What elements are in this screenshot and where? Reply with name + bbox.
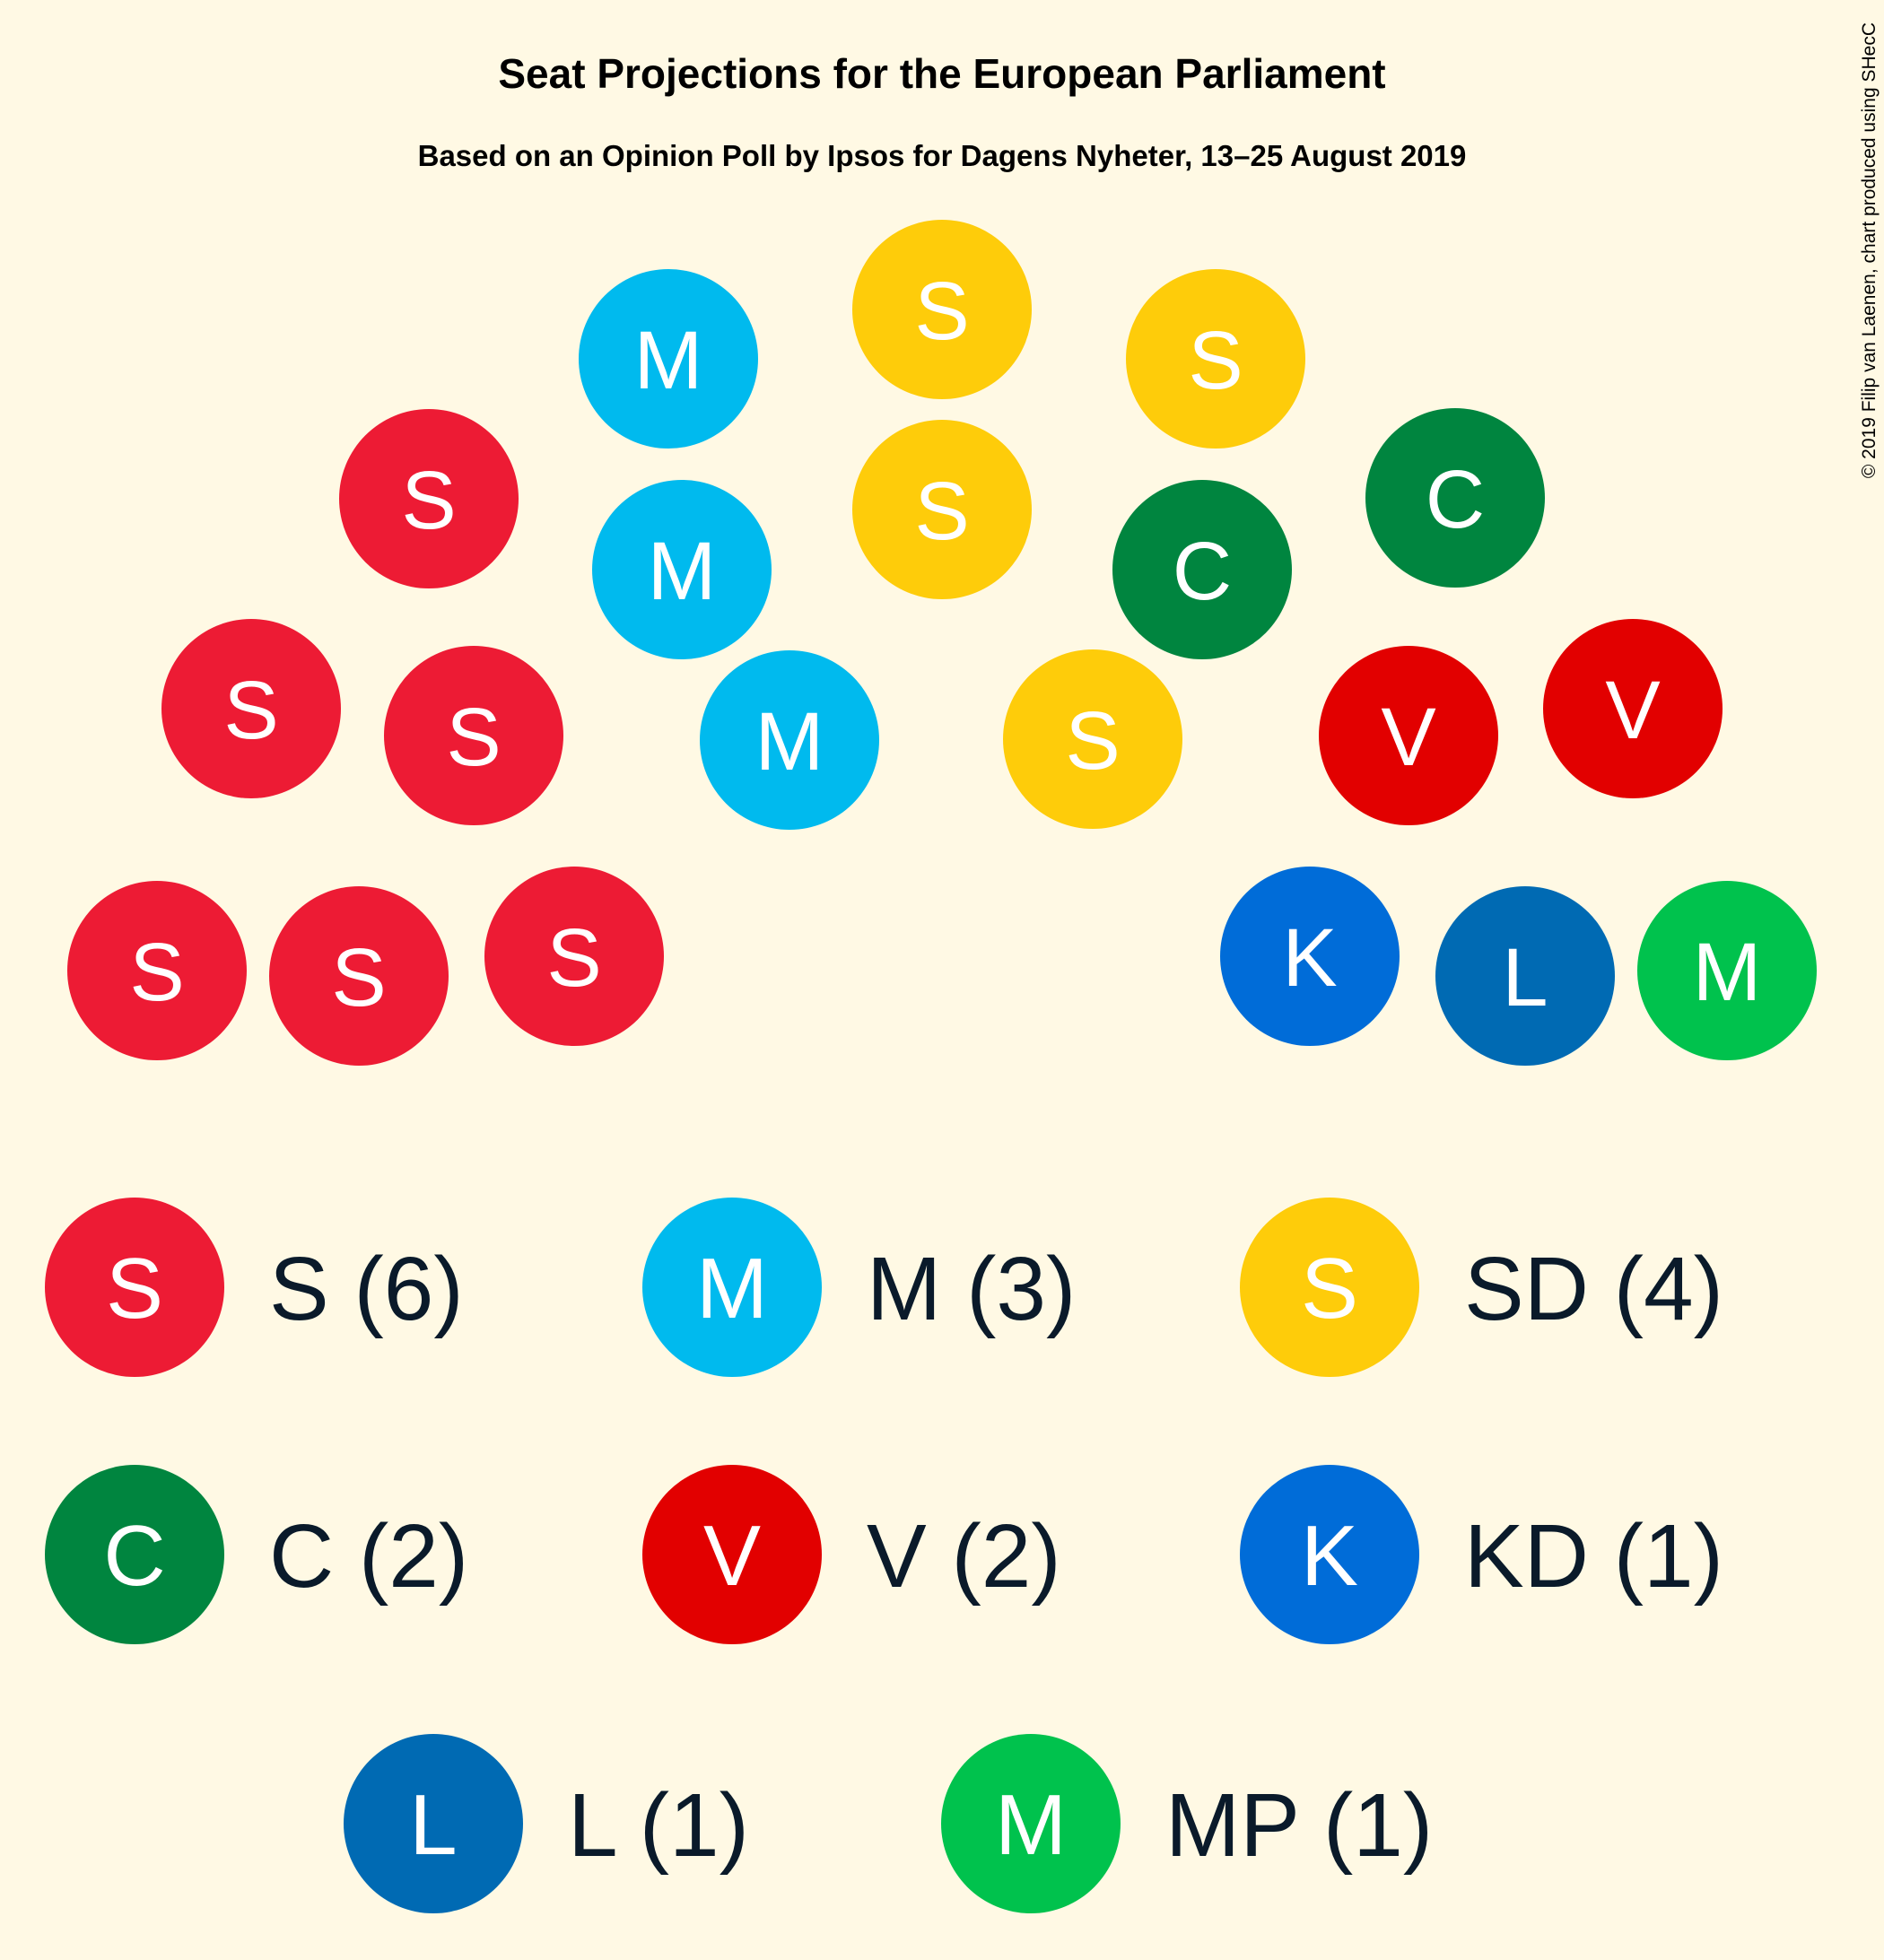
legend-item-sd: S SD (4) (1240, 1198, 1723, 1377)
seat-s: S (384, 646, 563, 825)
seat-circle (1112, 480, 1292, 659)
seat-m: M (592, 480, 772, 659)
legend-swatch (45, 1198, 224, 1377)
legend-label: L (1) (568, 1775, 749, 1876)
seat-symbol: S (546, 912, 601, 1004)
legend-symbol: S (106, 1241, 163, 1337)
legend-symbol: L (409, 1777, 457, 1873)
seat-circle (384, 646, 563, 825)
seat-sd: S (852, 220, 1032, 399)
legend-label: M (3) (867, 1239, 1076, 1339)
seat-m: M (579, 269, 758, 449)
seat-mp: M (1637, 881, 1817, 1060)
legend-swatch (45, 1465, 224, 1644)
seat-symbol: V (1605, 665, 1660, 756)
seat-circle (1003, 649, 1182, 829)
legend-symbol: S (1301, 1241, 1358, 1337)
legend-label: S (6) (269, 1239, 464, 1339)
seat-sd: S (852, 420, 1032, 599)
legend-swatch (941, 1734, 1121, 1913)
seat-symbol: C (1426, 454, 1485, 545)
legend-label: KD (1) (1464, 1506, 1723, 1607)
seat-circle (1126, 269, 1305, 449)
legend-item-m: M M (3) (642, 1198, 1076, 1377)
seat-circle (852, 220, 1032, 399)
seat-symbol: M (755, 696, 824, 788)
seat-circle (1543, 619, 1723, 798)
legend-label: MP (1) (1165, 1775, 1433, 1876)
seat-circle (67, 881, 247, 1060)
seat-symbol: M (648, 526, 717, 617)
seat-symbol: C (1173, 526, 1232, 617)
seat-s: S (269, 886, 449, 1066)
legend-item-kd: K KD (1) (1240, 1465, 1723, 1644)
seat-symbol: M (634, 315, 703, 406)
seat-s: S (67, 881, 247, 1060)
legend-item-l: L L (1) (344, 1734, 749, 1913)
seat-symbol: K (1282, 912, 1337, 1004)
seat-circle (1319, 646, 1498, 825)
seat-symbol: S (914, 266, 969, 357)
legend-item-mp: M MP (1) (941, 1734, 1433, 1913)
seat-kd: K (1220, 867, 1400, 1046)
legend-swatch (642, 1465, 822, 1644)
legend-swatch (1240, 1198, 1419, 1377)
seat-l: L (1435, 886, 1615, 1066)
seat-c: C (1112, 480, 1292, 659)
seat-circle (339, 409, 519, 588)
seat-circle (1365, 408, 1545, 588)
seat-sd: S (1003, 649, 1182, 829)
seat-sd: S (1126, 269, 1305, 449)
seat-circle (1435, 886, 1615, 1066)
legend-swatch (1240, 1465, 1419, 1644)
legend-item-s: S S (6) (45, 1198, 464, 1377)
legend-label: V (2) (867, 1506, 1061, 1607)
seat-m: M (700, 650, 879, 830)
chart-title: Seat Projections for the European Parlia… (498, 50, 1385, 97)
legend-symbol: K (1301, 1508, 1358, 1604)
seat-symbol: S (331, 932, 386, 1024)
seat-s: S (161, 619, 341, 798)
seat-circle (700, 650, 879, 830)
seat-s: S (339, 409, 519, 588)
seat-symbol: V (1381, 692, 1435, 783)
seat-circle (1637, 881, 1817, 1060)
seat-symbol: L (1502, 932, 1548, 1024)
seat-symbol: M (1693, 927, 1762, 1018)
seat-symbol: S (401, 455, 456, 546)
seat-symbol: S (446, 692, 501, 783)
legend-swatch (344, 1734, 523, 1913)
seat-v: V (1319, 646, 1498, 825)
seat-symbol: S (223, 665, 278, 756)
seat-circle (1220, 867, 1400, 1046)
seat-s: S (484, 867, 664, 1046)
chart-subtitle: Based on an Opinion Poll by Ipsos for Da… (418, 139, 1467, 172)
seat-circle (592, 480, 772, 659)
legend-swatch (642, 1198, 822, 1377)
legend-label: SD (4) (1464, 1239, 1723, 1339)
seat-c: C (1365, 408, 1545, 588)
legend-symbol: V (703, 1508, 761, 1604)
seat-circle (269, 886, 449, 1066)
seat-circle (852, 420, 1032, 599)
seat-circle (161, 619, 341, 798)
seat-symbol: S (1065, 695, 1120, 787)
seat-circle (484, 867, 664, 1046)
seat-v: V (1543, 619, 1723, 798)
seat-symbol: S (1188, 315, 1243, 406)
seat-circle (579, 269, 758, 449)
legend-symbol: M (696, 1241, 768, 1337)
copyright-note: © 2019 Filip van Laenen, chart produced … (1859, 22, 1880, 478)
seat-symbol: S (129, 927, 184, 1018)
legend-symbol: C (103, 1508, 165, 1604)
legend-item-v: V V (2) (642, 1465, 1061, 1644)
legend-symbol: M (995, 1777, 1067, 1873)
seat-symbol: S (914, 466, 969, 557)
legend-item-c: C C (2) (45, 1465, 468, 1644)
legend-label: C (2) (269, 1506, 468, 1607)
